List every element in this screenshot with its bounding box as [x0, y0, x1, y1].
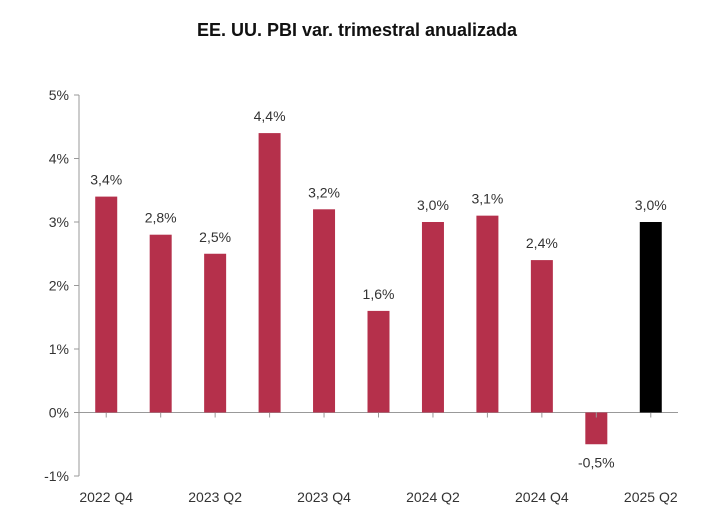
data-label: 3,1%	[471, 191, 503, 207]
x-tick-label: 2023 Q2	[188, 489, 242, 505]
y-tick-label: -1%	[44, 468, 69, 484]
x-tick-label: 2024 Q2	[406, 489, 460, 505]
data-label: 3,4%	[90, 172, 122, 188]
bar	[149, 234, 172, 413]
y-tick-label: 0%	[49, 405, 69, 421]
data-label: 3,0%	[635, 197, 667, 213]
bar	[421, 222, 444, 413]
data-label: 3,2%	[308, 184, 340, 200]
bar	[204, 253, 227, 413]
y-tick-label: 1%	[49, 341, 69, 357]
bar	[313, 209, 336, 413]
x-tick-label: 2023 Q4	[297, 489, 351, 505]
data-label: 4,4%	[254, 108, 286, 124]
x-tick-label: 2025 Q2	[624, 489, 678, 505]
y-tick-label: 2%	[49, 278, 69, 294]
data-label: 3,0%	[417, 197, 449, 213]
bar	[585, 412, 608, 445]
bar	[530, 260, 553, 413]
data-label: 1,6%	[363, 286, 395, 302]
bar	[95, 196, 118, 413]
x-tick-label: 2024 Q4	[515, 489, 569, 505]
chart-title: EE. UU. PBI var. trimestral anualizada	[196, 20, 518, 40]
y-tick-label: 5%	[49, 87, 69, 103]
bar	[258, 133, 281, 413]
bar	[367, 310, 390, 413]
y-tick-label: 4%	[49, 151, 69, 167]
data-label: 2,8%	[145, 210, 177, 226]
bar	[476, 215, 499, 413]
data-label: 2,5%	[199, 229, 231, 245]
data-label: -0,5%	[578, 454, 615, 470]
y-tick-label: 3%	[49, 214, 69, 230]
x-tick-label: 2022 Q4	[79, 489, 133, 505]
bar	[639, 222, 662, 413]
data-label: 2,4%	[526, 235, 558, 251]
